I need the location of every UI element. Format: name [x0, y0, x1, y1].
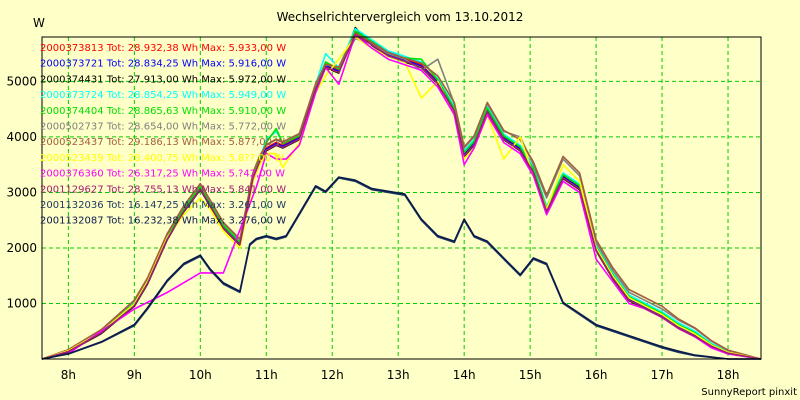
axis-tick-labels: 8h 9h 10h 11h 12h 13h 14h 15h 16h 17h 18h100020003… [6, 74, 739, 382]
y-tick-label: 2000 [6, 241, 37, 255]
legend-entry-3: 2000374431 Tot: 27.913,00 Wh Max: 5.972,… [40, 74, 286, 85]
legend-entry-11: 2001132036 Tot: 16.147,25 Wh Max: 3.261,… [40, 200, 286, 211]
legend-entry-5: 2000374404 Tot: 28.865,63 Wh Max: 5.910,… [40, 106, 286, 117]
x-tick-label: 8h [61, 368, 76, 382]
legend-entry-6: 2000502737 Tot: 28.654,00 Wh Max: 5.772,… [40, 122, 286, 133]
legend: 2000373813 Tot: 28.932,38 Wh Max: 5.933,… [40, 43, 286, 227]
series-line-10 [41, 33, 762, 360]
y-axis-unit-label: W [33, 16, 45, 30]
legend-entry-4: 2000373724 Tot: 28.854,25 Wh Max: 5.949,… [40, 90, 286, 101]
chart-title: Wechselrichtervergleich vom 13.10.2012 [277, 10, 524, 24]
legend-entry-7: 2000523437 Tot: 29.186,13 Wh Max: 5.87?,… [40, 137, 285, 148]
legend-entry-2: 2000373721 Tot: 28.834,25 Wh Max: 5.916,… [40, 59, 286, 70]
series-line-7 [41, 32, 762, 360]
x-tick-label: 18h [717, 368, 740, 382]
legend-entry-8: 2000523439 Tot: 28.400,75 Wh Max: 5.8??,… [40, 153, 284, 164]
x-tick-label: 15h [519, 368, 542, 382]
credit-text: SunnyReport pinxit [701, 387, 797, 398]
legend-entry-12: 2001132087 Tot: 16.232,38 Wh Max: 3.276,… [40, 216, 286, 227]
series-lines [41, 26, 762, 360]
x-tick-label: 12h [321, 368, 344, 382]
legend-entry-9: 2000376360 Tot: 26.317,25 Wh Max: 5.?42,… [40, 169, 285, 180]
y-tick-label: 1000 [6, 296, 37, 310]
y-tick-label: 4000 [6, 130, 37, 144]
x-tick-label: 14h [453, 368, 476, 382]
legend-entry-10: 2001129627 Tot: 28.755,13 Wh Max: 5.841,… [40, 184, 286, 195]
series-line-12 [41, 176, 761, 360]
plot-frame [41, 36, 762, 360]
y-tick-label: 3000 [6, 185, 37, 199]
x-tick-label: 10h [189, 368, 212, 382]
x-tick-label: 17h [651, 368, 674, 382]
x-tick-label: 16h [585, 368, 608, 382]
legend-entry-1: 2000373813 Tot: 28.932,38 Wh Max: 5.933,… [40, 43, 286, 54]
x-tick-label: 13h [387, 368, 410, 382]
x-tick-label: 9h [127, 368, 142, 382]
y-tick-label: 5000 [6, 74, 37, 88]
x-tick-label: 11h [255, 368, 278, 382]
